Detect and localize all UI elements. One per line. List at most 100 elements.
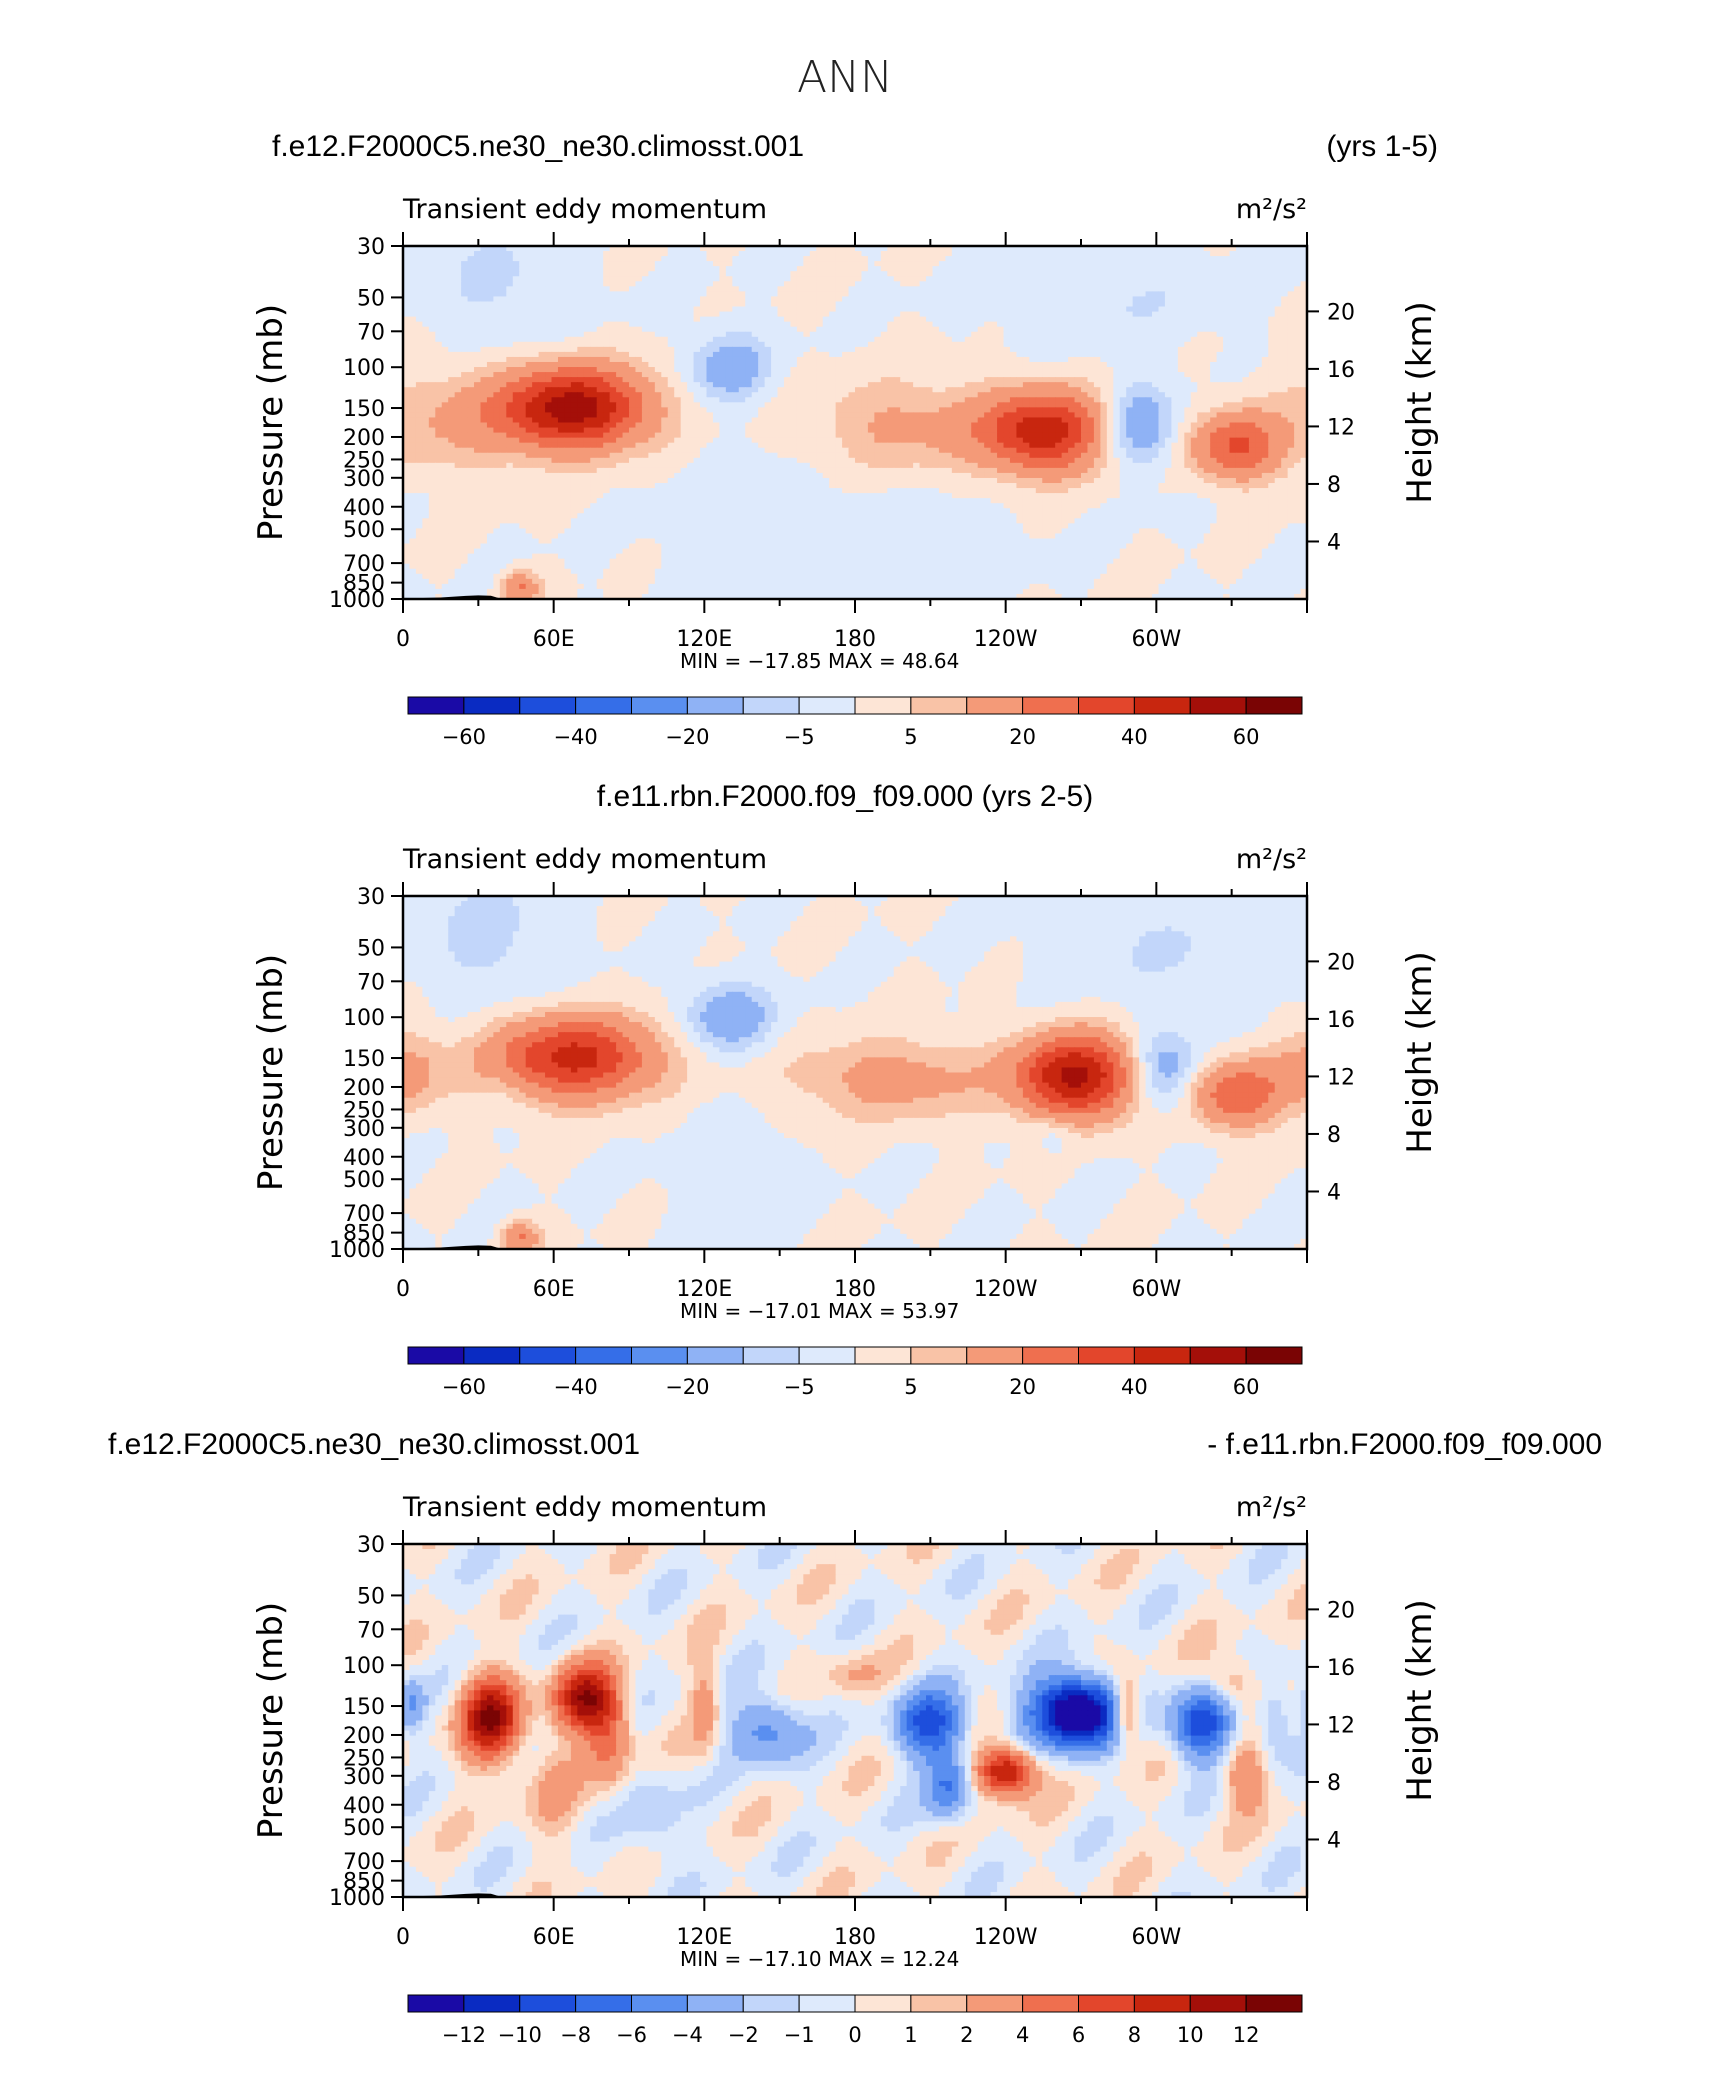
contour-cell: [429, 276, 436, 282]
contour-cell: [1081, 251, 1088, 257]
contour-cell: [635, 281, 642, 287]
contour-cell: [1242, 256, 1249, 262]
contour-cell: [790, 271, 797, 277]
contour-cell: [674, 276, 681, 282]
contour-cell: [1023, 261, 1030, 267]
contour-cell: [778, 261, 785, 267]
contour-cell: [894, 281, 901, 287]
contour-cell: [1275, 256, 1282, 262]
contour-cell: [1029, 286, 1036, 292]
contour-cell: [1016, 271, 1023, 277]
contour-cell: [842, 276, 849, 282]
contour-cell: [803, 271, 810, 277]
contour-cell: [1230, 261, 1237, 267]
contour-cell: [1146, 281, 1153, 287]
contour-cell: [681, 286, 688, 292]
contour-cell: [532, 271, 539, 277]
contour-cell: [816, 261, 823, 267]
contour-cell: [1068, 256, 1075, 262]
contour-cell: [1075, 286, 1082, 292]
contour-cell: [442, 256, 449, 262]
contour-cell: [1236, 266, 1243, 272]
contour-cell: [997, 281, 1004, 287]
contour-cell: [513, 261, 520, 267]
contour-cell: [597, 281, 604, 287]
contour-cell: [1036, 266, 1043, 272]
contour-cell: [913, 251, 920, 257]
contour-cell: [920, 266, 927, 272]
contour-cell: [1178, 261, 1185, 267]
contour-cell: [416, 276, 423, 282]
contour-cell: [984, 266, 991, 272]
contour-cell: [1281, 286, 1288, 292]
contour-cell: [1217, 271, 1224, 277]
contour-cell: [1165, 266, 1172, 272]
contour-cell: [474, 281, 481, 287]
contour-cell: [648, 256, 655, 262]
contour-cell: [913, 256, 920, 262]
contour-cell: [1210, 261, 1217, 267]
contour-cell: [874, 281, 881, 287]
contour-cell: [474, 251, 481, 257]
contour-cell: [706, 276, 713, 282]
contour-cell: [945, 281, 952, 287]
contour-cell: [1100, 281, 1107, 287]
contour-cell: [1230, 286, 1237, 292]
contour-cell: [1120, 266, 1127, 272]
contour-cell: [829, 271, 836, 277]
contour-cell: [681, 256, 688, 262]
contour-cell: [958, 266, 965, 272]
contour-cell: [1294, 251, 1301, 257]
contour-cell: [616, 276, 623, 282]
contour-cell: [1120, 261, 1127, 267]
contour-cell: [778, 256, 785, 262]
contour-cell: [1223, 271, 1230, 277]
contour-cell: [1133, 276, 1140, 282]
contour-cell: [991, 251, 998, 257]
contour-cell: [1016, 281, 1023, 287]
contour-cell: [1100, 251, 1107, 257]
contour-cell: [874, 271, 881, 277]
contour-cell: [1133, 251, 1140, 257]
contour-cell: [610, 251, 617, 257]
contour-cell: [797, 286, 804, 292]
contour-cell: [958, 281, 965, 287]
contour-cell: [442, 251, 449, 257]
contour-cell: [984, 286, 991, 292]
contour-cell: [797, 256, 804, 262]
contour-cell: [1042, 286, 1049, 292]
contour-cell: [739, 276, 746, 282]
contour-cell: [409, 266, 416, 272]
contour-cell: [655, 271, 662, 277]
contour-cell: [1068, 276, 1075, 282]
contour-cell: [642, 266, 649, 272]
contour-cell: [920, 256, 927, 262]
contour-cell: [1049, 281, 1056, 287]
contour-cell: [506, 286, 513, 292]
contour-cell: [1023, 281, 1030, 287]
contour-cell: [1107, 261, 1114, 267]
contour-cell: [1133, 261, 1140, 267]
contour-cell: [655, 266, 662, 272]
contour-cell: [571, 251, 578, 257]
contour-cell: [952, 281, 959, 287]
contour-cell: [1062, 281, 1069, 287]
contour-cell: [700, 261, 707, 267]
contour-cell: [849, 261, 856, 267]
contour-cell: [1255, 271, 1262, 277]
contour-cell: [945, 271, 952, 277]
contour-cell: [448, 256, 455, 262]
contour-cell: [1184, 281, 1191, 287]
contour-cell: [416, 281, 423, 287]
contour-cell: [629, 266, 636, 272]
contour-cell: [448, 271, 455, 277]
contour-cell: [771, 281, 778, 287]
contour-cell: [532, 276, 539, 282]
contour-cell: [1230, 276, 1237, 282]
contour-cell: [887, 251, 894, 257]
contour-cell: [558, 261, 565, 267]
contour-cell: [1010, 271, 1017, 277]
contour-cell: [590, 276, 597, 282]
contour-cell: [571, 256, 578, 262]
contour-cell: [900, 276, 907, 282]
